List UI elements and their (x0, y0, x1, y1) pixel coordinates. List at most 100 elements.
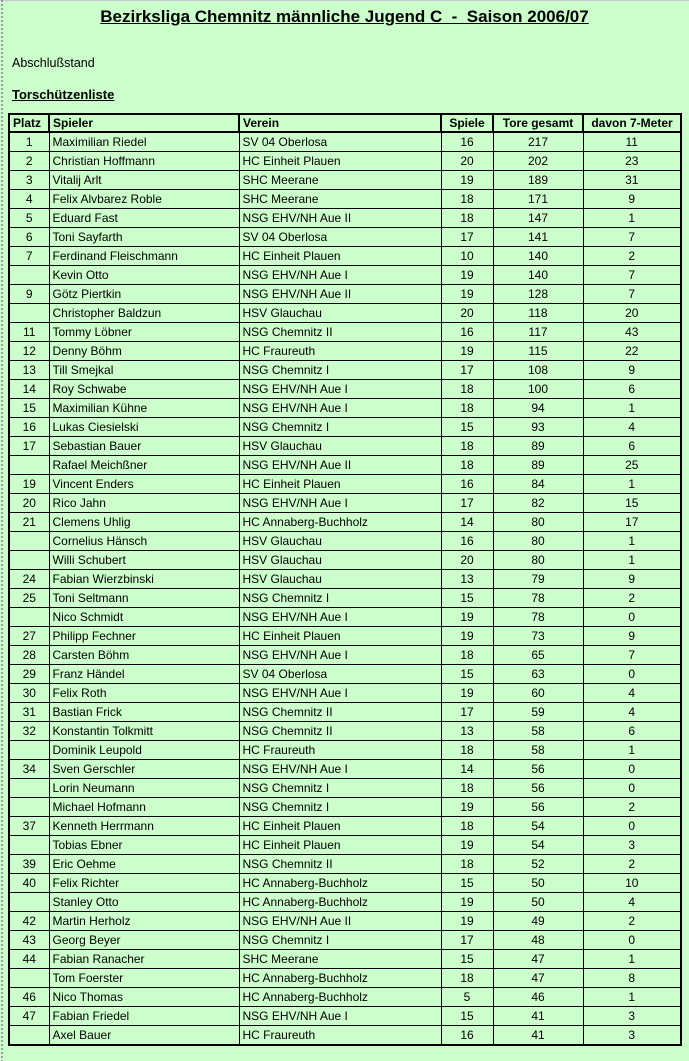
verein-cell: HC Annaberg-Buchholz (238, 968, 442, 988)
siebenmeter-cell: 25 (582, 455, 682, 475)
siebenmeter-cell: 3 (582, 835, 682, 855)
tore-gesamt-cell: 80 (492, 531, 584, 551)
siebenmeter-cell: 6 (582, 379, 682, 399)
verein-cell: NSG Chemnitz I (238, 417, 442, 437)
spiele-cell: 19 (440, 626, 494, 646)
table-row: 21 Clemens Uhlig HC Annaberg-Buchholz 14 80 1… (8, 512, 682, 532)
spieler-cell: Axel Bauer (48, 1025, 240, 1046)
platz-cell: 15 (8, 398, 50, 418)
platz-cell (8, 607, 50, 627)
verein-cell: NSG Chemnitz II (238, 721, 442, 741)
table-row: 5 Eduard Fast NSG EHV/NH Aue II 18 147 1 (8, 208, 682, 228)
siebenmeter-cell: 1 (582, 398, 682, 418)
verein-cell: HC Annaberg-Buchholz (238, 873, 442, 893)
siebenmeter-cell: 23 (582, 151, 682, 171)
table-row: 16 Lukas Ciesielski NSG Chemnitz I 15 93 4 (8, 417, 682, 437)
spieler-cell: Toni Sayfarth (48, 227, 240, 247)
tore-gesamt-cell: 56 (492, 759, 584, 779)
table-row: 44 Fabian Ranacher SHC Meerane 15 47 1 (8, 949, 682, 969)
spieler-cell: Felix Roth (48, 683, 240, 703)
tore-gesamt-cell: 41 (492, 1006, 584, 1026)
tore-gesamt-cell: 79 (492, 569, 584, 589)
verein-cell: HC Annaberg-Buchholz (238, 987, 442, 1007)
platz-cell: 3 (8, 170, 50, 190)
platz-cell (8, 778, 50, 798)
tore-gesamt-cell: 59 (492, 702, 584, 722)
platz-cell (8, 550, 50, 570)
tore-gesamt-cell: 118 (492, 303, 584, 323)
table-row: 20 Rico Jahn NSG EHV/NH Aue I 17 82 15 (8, 493, 682, 513)
table-header-row: Platz Spieler Verein Spiele Tore gesamt … (8, 113, 682, 133)
siebenmeter-cell: 43 (582, 322, 682, 342)
tore-gesamt-cell: 80 (492, 512, 584, 532)
siebenmeter-cell: 2 (582, 246, 682, 266)
platz-cell (8, 968, 50, 988)
spieler-cell: Fabian Ranacher (48, 949, 240, 969)
platz-cell: 37 (8, 816, 50, 836)
header-davon-7-meter: davon 7-Meter (582, 113, 682, 133)
verein-cell: NSG Chemnitz I (238, 588, 442, 608)
table-row: Axel Bauer HC Fraureuth 16 41 3 (8, 1025, 682, 1046)
verein-cell: NSG Chemnitz I (238, 930, 442, 950)
tore-gesamt-cell: 78 (492, 588, 584, 608)
spieler-cell: Rico Jahn (48, 493, 240, 513)
table-row: 15 Maximilian Kühne NSG EHV/NH Aue I 18 94 1 (8, 398, 682, 418)
table-row: 7 Ferdinand Fleischmann HC Einheit Plauen 1… (8, 246, 682, 266)
verein-cell: NSG EHV/NH Aue II (238, 208, 442, 228)
spieler-cell: Philipp Fechner (48, 626, 240, 646)
siebenmeter-cell: 1 (582, 949, 682, 969)
table-row: 27 Philipp Fechner HC Einheit Plauen 19 73 9 (8, 626, 682, 646)
verein-cell: NSG Chemnitz I (238, 360, 442, 380)
siebenmeter-cell: 4 (582, 892, 682, 912)
spieler-cell: Nico Thomas (48, 987, 240, 1007)
siebenmeter-cell: 20 (582, 303, 682, 323)
platz-cell: 25 (8, 588, 50, 608)
platz-cell: 4 (8, 189, 50, 209)
siebenmeter-cell: 1 (582, 531, 682, 551)
tore-gesamt-cell: 56 (492, 797, 584, 817)
platz-cell: 2 (8, 151, 50, 171)
tore-gesamt-cell: 94 (492, 398, 584, 418)
tore-gesamt-cell: 189 (492, 170, 584, 190)
siebenmeter-cell: 1 (582, 208, 682, 228)
spieler-cell: Toni Seltmann (48, 588, 240, 608)
spieler-cell: Tom Foerster (48, 968, 240, 988)
spiele-cell: 16 (440, 531, 494, 551)
verein-cell: NSG Chemnitz II (238, 322, 442, 342)
siebenmeter-cell: 3 (582, 1006, 682, 1026)
platz-cell: 20 (8, 493, 50, 513)
table-row: 46 Nico Thomas HC Annaberg-Buchholz 5 46 1 (8, 987, 682, 1007)
window-top-edge (0, 0, 689, 1)
siebenmeter-cell: 15 (582, 493, 682, 513)
siebenmeter-cell: 1 (582, 740, 682, 760)
platz-cell: 28 (8, 645, 50, 665)
spiele-cell: 14 (440, 512, 494, 532)
table-row: 12 Denny Böhm HC Fraureuth 19 115 22 (8, 341, 682, 361)
spiele-cell: 10 (440, 246, 494, 266)
verein-cell: HC Einheit Plauen (238, 626, 442, 646)
platz-cell (8, 531, 50, 551)
tore-gesamt-cell: 78 (492, 607, 584, 627)
tore-gesamt-cell: 63 (492, 664, 584, 684)
platz-cell: 29 (8, 664, 50, 684)
spieler-cell: Clemens Uhlig (48, 512, 240, 532)
platz-cell (8, 265, 50, 285)
siebenmeter-cell: 7 (582, 227, 682, 247)
siebenmeter-cell: 10 (582, 873, 682, 893)
table-row: 32 Konstantin Tolkmitt NSG Chemnitz II 13 58… (8, 721, 682, 741)
platz-cell: 40 (8, 873, 50, 893)
platz-cell: 12 (8, 341, 50, 361)
verein-cell: HC Einheit Plauen (238, 151, 442, 171)
table-row: 30 Felix Roth NSG EHV/NH Aue I 19 60 4 (8, 683, 682, 703)
tore-gesamt-cell: 140 (492, 265, 584, 285)
spieler-cell: Maximilian Riedel (48, 131, 240, 152)
platz-cell: 31 (8, 702, 50, 722)
platz-cell: 44 (8, 949, 50, 969)
table-row: Dominik Leupold HC Fraureuth 18 58 1 (8, 740, 682, 760)
table-row: Kevin Otto NSG EHV/NH Aue I 19 140 7 (8, 265, 682, 285)
table-row: 28 Carsten Böhm NSG EHV/NH Aue I 18 65 7 (8, 645, 682, 665)
verein-cell: NSG Chemnitz I (238, 797, 442, 817)
spieler-cell: Georg Beyer (48, 930, 240, 950)
siebenmeter-cell: 0 (582, 778, 682, 798)
tore-gesamt-cell: 100 (492, 379, 584, 399)
